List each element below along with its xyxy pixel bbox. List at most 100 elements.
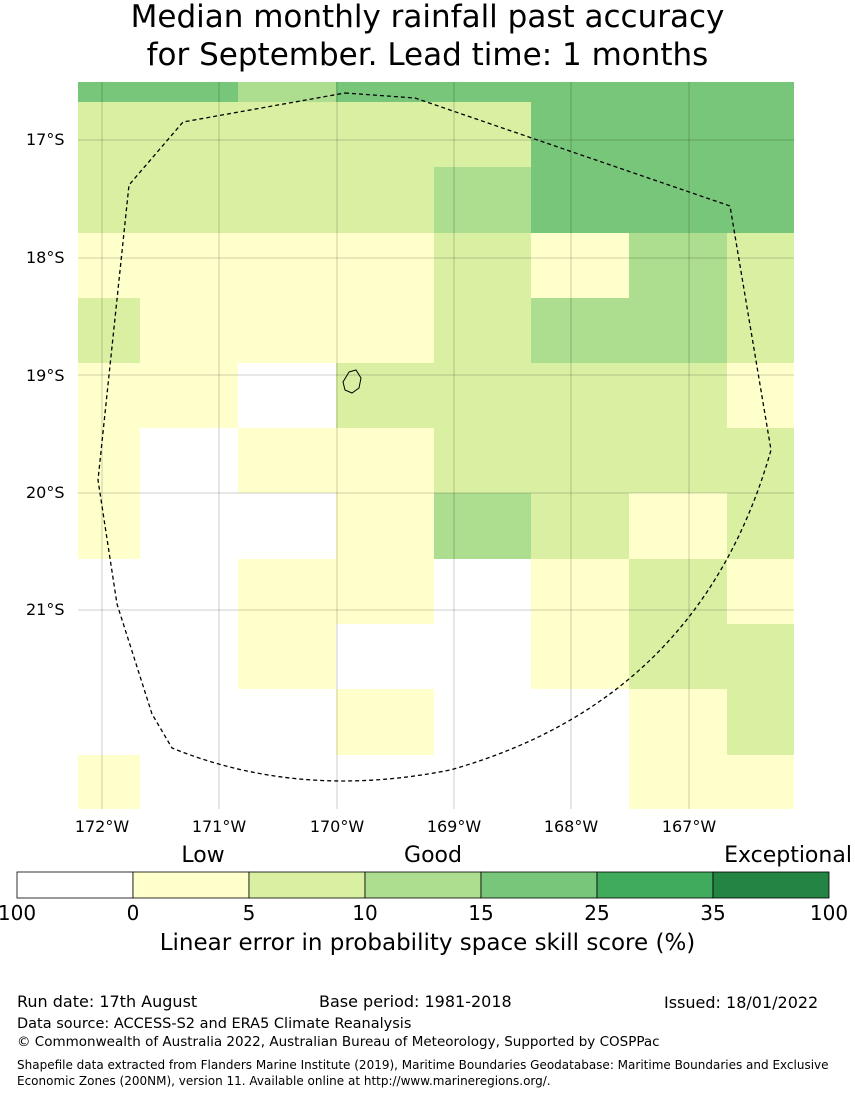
grid-cell	[727, 624, 794, 689]
grid-cell	[238, 363, 336, 428]
grid-cell	[727, 559, 794, 624]
colorbar-tick: 10	[352, 901, 378, 925]
grid-cell	[434, 493, 531, 559]
grid-cell	[78, 624, 238, 689]
grid-cell	[336, 82, 434, 102]
data-source: Data source: ACCESS-S2 and ERA5 Climate …	[17, 1016, 412, 1032]
grid-cell	[629, 559, 727, 624]
grid-cell	[78, 102, 238, 167]
grid-cell	[629, 102, 727, 167]
grid-cell	[629, 493, 727, 559]
grid-cell	[336, 689, 434, 755]
grid-cell	[434, 428, 531, 493]
colorbar	[16, 871, 830, 899]
lon-label: 170°W	[309, 817, 365, 836]
map-title-line2: for September. Lead time: 1 months	[146, 37, 709, 73]
grid-cell	[140, 298, 238, 363]
skill-grid	[78, 82, 794, 809]
grid-cell	[336, 559, 434, 624]
grid-cell	[727, 755, 794, 809]
grid-cell	[727, 102, 794, 167]
grid-cell	[238, 624, 336, 689]
grid-cell	[78, 689, 238, 755]
grid-cell	[78, 167, 238, 233]
grid-cell	[238, 233, 336, 298]
colorbar-swatch	[480, 871, 598, 899]
copyright: © Commonwealth of Australia 2022, Austra…	[17, 1034, 660, 1050]
grid-cell	[727, 82, 794, 102]
colorbar-tick: 100	[0, 901, 37, 925]
grid-cell	[434, 82, 531, 102]
grid-cell	[629, 689, 727, 755]
colorbar-tick: 15	[468, 901, 494, 925]
lon-label: 169°W	[426, 817, 482, 836]
legend-category-low: Low	[181, 843, 225, 868]
grid-cell	[336, 363, 434, 428]
grid-cell	[434, 102, 531, 167]
grid-cell	[336, 233, 434, 298]
grid-cell	[78, 755, 140, 809]
lon-label: 171°W	[191, 817, 247, 836]
grid-cell	[238, 298, 336, 363]
island-outline	[342, 369, 362, 394]
grid-cell	[434, 167, 531, 233]
grid-cell	[434, 624, 531, 689]
grid-cell	[629, 233, 727, 298]
grid-cell	[336, 102, 434, 167]
colorbar-tick: 5	[242, 901, 256, 925]
grid-cell	[531, 428, 629, 493]
grid-cell	[629, 755, 727, 809]
grid-cell	[531, 559, 629, 624]
lat-label: 19°S	[26, 366, 65, 385]
colorbar-tick: 35	[700, 901, 726, 925]
run-date: Run date: 17th August	[17, 992, 198, 1011]
lat-label: 20°S	[26, 483, 65, 502]
grid-cell	[727, 493, 794, 559]
grid-cell	[727, 298, 794, 363]
grid-cell	[238, 689, 336, 755]
grid-cell	[78, 298, 140, 363]
grid-cell	[531, 167, 629, 233]
grid-cell	[238, 102, 336, 167]
colorbar-tick: 0	[126, 901, 140, 925]
lon-label: 172°W	[74, 817, 130, 836]
grid-cell	[629, 428, 727, 493]
grid-cell	[78, 559, 238, 624]
grid-cell	[140, 428, 238, 493]
grid-cell	[336, 428, 434, 493]
grid-cell	[727, 428, 794, 493]
grid-cell	[140, 755, 238, 809]
grid-cell	[336, 298, 434, 363]
grid-cell	[629, 363, 727, 428]
grid-cell	[531, 493, 629, 559]
grid-cell	[336, 755, 434, 809]
grid-cell	[629, 167, 727, 233]
map-title-line1: Median monthly rainfall past accuracy	[130, 0, 725, 35]
grid-cell	[238, 559, 336, 624]
colorbar-swatch	[364, 871, 482, 899]
grid-cell	[434, 298, 531, 363]
grid-cell	[629, 298, 727, 363]
grid-cell	[336, 167, 434, 233]
grid-cell	[629, 624, 727, 689]
lon-label: 167°W	[661, 817, 717, 836]
shapefile-credit: Shapefile data extracted from Flanders M…	[17, 1058, 829, 1088]
grid-cell	[531, 82, 629, 102]
grid-cell	[531, 624, 629, 689]
grid-cell	[336, 493, 434, 559]
colorbar-swatch	[16, 871, 134, 899]
grid-cell	[434, 363, 531, 428]
grid-cell	[727, 363, 794, 428]
grid-cell	[434, 233, 531, 298]
eez-boundary	[97, 92, 772, 782]
grid-cell	[727, 689, 794, 755]
grid-cell	[531, 233, 629, 298]
grid-cell	[238, 428, 336, 493]
grid-cell	[434, 689, 531, 755]
colorbar-tick: 25	[584, 901, 610, 925]
lat-label: 18°S	[26, 248, 65, 267]
grid-cell	[727, 233, 794, 298]
colorbar-swatch	[248, 871, 366, 899]
grid-cell	[78, 233, 238, 298]
graticule	[78, 82, 794, 809]
